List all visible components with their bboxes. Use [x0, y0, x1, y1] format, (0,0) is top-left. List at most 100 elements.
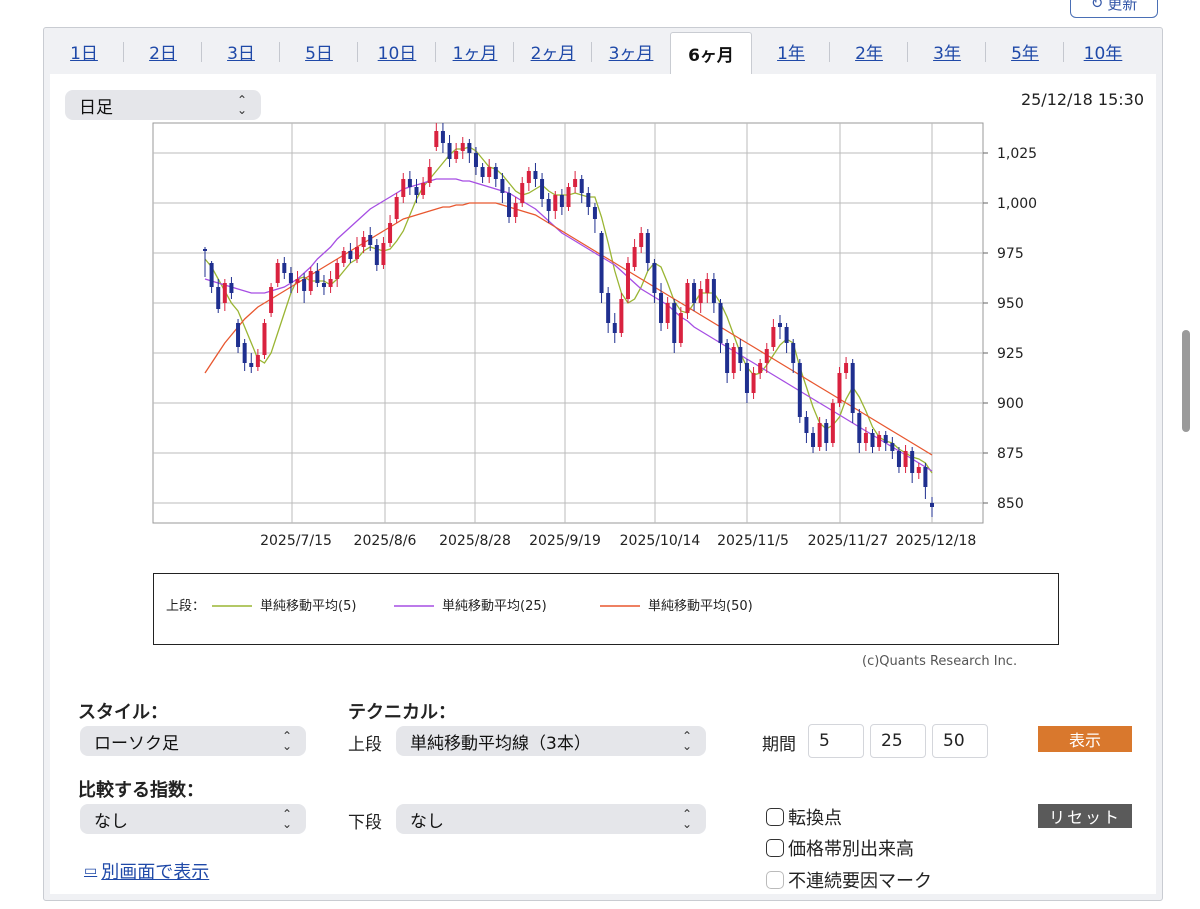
x-tick-label: 2025/8/28 — [439, 533, 511, 549]
y-tick-label: 925 — [997, 346, 1024, 362]
candle-body — [665, 303, 670, 323]
candle-body — [328, 279, 333, 287]
candle-body — [209, 263, 214, 287]
candle-body — [236, 323, 241, 347]
candle-body — [222, 283, 227, 303]
candle-body — [559, 195, 564, 207]
candle-body — [672, 303, 677, 343]
candle-body — [573, 179, 578, 187]
candle-body — [599, 233, 604, 293]
candle-body — [625, 263, 630, 299]
candle-body — [308, 271, 313, 291]
candle-body — [321, 283, 326, 287]
show-button[interactable]: 表示 — [1038, 726, 1132, 752]
tab-13[interactable]: 10年 — [1064, 28, 1142, 74]
refresh-icon: ↻ — [1090, 0, 1104, 12]
discontinuity-mark-checkbox[interactable]: 不連続要因マーク — [766, 867, 932, 893]
candle-body — [579, 179, 584, 193]
candle-body — [744, 363, 749, 393]
candle-body — [288, 273, 293, 283]
page-scrollbar[interactable] — [1182, 330, 1190, 432]
candle-body — [844, 363, 849, 373]
x-tick-label: 2025/9/19 — [529, 533, 601, 549]
candle-body — [685, 283, 690, 313]
candle-body — [883, 435, 888, 443]
tab-separator — [985, 42, 986, 62]
tab-separator — [829, 42, 830, 62]
lower-technical-select[interactable]: なし ⌃ ⌄ — [396, 804, 706, 834]
period-input-2[interactable]: 25 — [870, 724, 926, 758]
tab-label: 2日 — [149, 43, 177, 64]
candle-body — [771, 327, 776, 347]
candle-body — [533, 171, 538, 179]
period-input-1[interactable]: 5 — [808, 724, 864, 758]
candle-body — [203, 249, 207, 251]
candle-body — [896, 451, 901, 467]
candle-body — [302, 279, 307, 291]
tab-7[interactable]: 3ヶ月 — [592, 28, 670, 74]
tab-1[interactable]: 2日 — [124, 28, 202, 74]
candle-body — [863, 433, 868, 443]
candle-body — [341, 251, 346, 263]
tab-5[interactable]: 1ヶ月 — [436, 28, 514, 74]
candle-body — [473, 153, 478, 167]
tab-label: 10年 — [1083, 43, 1123, 64]
tab-separator — [513, 42, 514, 62]
candle-body — [348, 251, 353, 259]
select-arrows-icon: ⌃ ⌄ — [281, 807, 292, 831]
upper-technical-value: 単純移動平均線（3本） — [410, 733, 591, 754]
tab-2[interactable]: 3日 — [202, 28, 280, 74]
candle-body — [355, 247, 360, 259]
candle-body — [242, 343, 247, 363]
candle-body — [553, 195, 558, 211]
candle-body — [394, 197, 399, 219]
reset-button[interactable]: リセット — [1038, 804, 1132, 828]
candle-body — [295, 279, 300, 283]
candle-body — [526, 171, 531, 183]
tab-separator — [279, 42, 280, 62]
tab-separator — [123, 42, 124, 62]
candle-body — [824, 423, 829, 443]
tab-8[interactable]: 6ヶ月 — [670, 32, 752, 74]
refresh-button[interactable]: ↻ 更新 — [1070, 0, 1158, 18]
tab-separator — [435, 42, 436, 62]
x-tick-label: 2025/7/15 — [260, 533, 332, 549]
tab-10[interactable]: 2年 — [830, 28, 908, 74]
volume-by-price-checkbox[interactable]: 価格帯別出来高 — [766, 835, 914, 861]
style-select[interactable]: ローソク足 ⌃ ⌄ — [80, 726, 306, 756]
compare-select[interactable]: なし ⌃ ⌄ — [80, 804, 306, 834]
y-tick-label: 875 — [997, 446, 1024, 462]
chart-timestamp: 25/12/18 15:30 — [1020, 90, 1144, 109]
candle-body — [910, 451, 915, 473]
tab-label: 10日 — [377, 43, 417, 64]
candle-body — [764, 349, 769, 363]
candle-body — [368, 235, 373, 245]
compare-select-value: なし — [94, 811, 128, 832]
tab-11[interactable]: 3年 — [908, 28, 986, 74]
tab-12[interactable]: 5年 — [986, 28, 1064, 74]
tab-6[interactable]: 2ヶ月 — [514, 28, 592, 74]
ma-line — [204, 202, 933, 456]
tab-4[interactable]: 10日 — [358, 28, 436, 74]
checkbox-icon — [766, 839, 784, 857]
legend-entry: 単純移動平均(50) — [648, 598, 753, 614]
candle-body — [520, 183, 525, 203]
tab-0[interactable]: 1日 — [44, 28, 124, 74]
tab-3[interactable]: 5日 — [280, 28, 358, 74]
candle-body — [493, 167, 498, 179]
y-tick-label: 1,000 — [997, 196, 1037, 212]
chart-content: 日足 ⌃ ⌄ 25/12/18 15:30 850 875 900 925 950 975 1… — [50, 74, 1156, 894]
open-new-window-link[interactable]: ▭ 別画面で表示 — [84, 858, 209, 884]
upper-label: 上段 — [348, 735, 382, 755]
candle-body — [916, 467, 921, 473]
window-icon: ▭ — [84, 863, 98, 879]
candle-body — [586, 193, 591, 207]
candle-body — [361, 237, 366, 247]
lower-label: 下段 — [348, 813, 382, 833]
upper-technical-select[interactable]: 単純移動平均線（3本） ⌃ ⌄ — [396, 726, 706, 756]
period-input-3[interactable]: 50 — [932, 724, 988, 758]
candle-body — [758, 363, 763, 373]
turning-point-checkbox[interactable]: 転換点 — [766, 804, 842, 830]
candle-period-select[interactable]: 日足 ⌃ ⌄ — [65, 90, 261, 120]
tab-9[interactable]: 1年 — [752, 28, 830, 74]
